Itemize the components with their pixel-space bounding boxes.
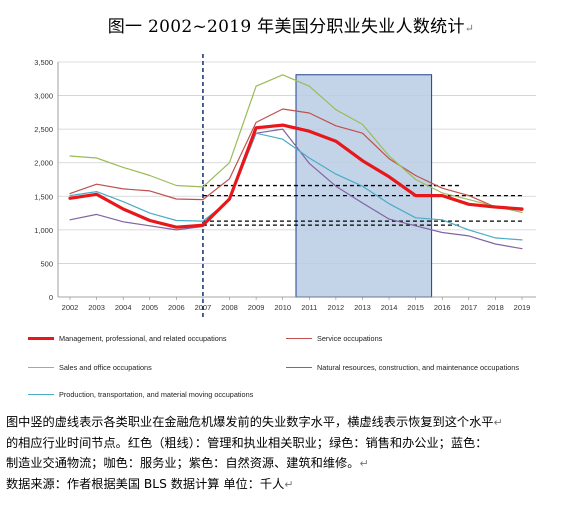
y-tick-label-1500: 1,500 xyxy=(34,192,53,201)
legend-item-service: Service occupations xyxy=(286,334,382,343)
legend-swatch-natural-resources xyxy=(286,367,312,368)
legend-item-natural-resources: Natural resources, construction, and mai… xyxy=(286,363,519,372)
legend-label-management: Management, professional, and related oc… xyxy=(59,334,227,343)
caption-text-3: 制造业交通物流；咖色：服务业；紫色：自然资源、建筑和维修。 xyxy=(6,456,360,470)
x-tick-label-2007: 2007 xyxy=(195,303,212,312)
y-tick-label-500: 500 xyxy=(40,259,53,268)
return-mark-icon: ↵ xyxy=(284,478,294,491)
caption-line-2: 的相应行业时间节点。红色（粗线）：管理和执业相关职业；绿色：销售和办公业；蓝色： xyxy=(6,436,488,450)
line-chart: 0 500 1,000 1,500 2,000 2,500 3,000 3,500 2002 20… xyxy=(34,54,536,319)
series-line-3 xyxy=(69,128,523,250)
x-tick-label-2013: 2013 xyxy=(354,303,371,312)
title-text: 图一 2002~2019 年美国分职业失业人数统计 xyxy=(107,17,465,37)
x-tick-label-2011: 2011 xyxy=(301,303,317,312)
legend-swatch-sales xyxy=(28,367,54,368)
legend-label-production: Production, transportation, and material… xyxy=(59,390,254,399)
x-tick-label-2018: 2018 xyxy=(487,303,504,312)
return-mark-icon: ↵ xyxy=(493,416,503,429)
return-mark-icon: ↵ xyxy=(359,457,369,470)
y-tick-label-3000: 3,000 xyxy=(34,92,53,101)
caption-line-1: 图中竖的虚线表示各类职业在金融危机爆发前的失业数字水平，横虚线表示恢复到这个水平… xyxy=(6,412,578,433)
x-tick-label-2008: 2008 xyxy=(221,303,238,312)
series-line-1 xyxy=(69,108,523,211)
series-layer xyxy=(68,74,524,250)
legend-swatch-production xyxy=(28,394,54,395)
x-tick-label-2009: 2009 xyxy=(248,303,265,312)
chart-legend: Management, professional, and related oc… xyxy=(28,322,554,404)
y-tick-label-2000: 2,000 xyxy=(34,159,53,168)
legend-label-service: Service occupations xyxy=(317,334,383,343)
x-tick-label-2015: 2015 xyxy=(407,303,424,312)
legend-item-production: Production, transportation, and material… xyxy=(28,390,253,399)
figure-caption: 图中竖的虚线表示各类职业在金融危机爆发前的失业数字水平，横虚线表示恢复到这个水平… xyxy=(6,412,578,495)
legend-item-sales: Sales and office occupations xyxy=(28,363,152,372)
y-tick-label-1000: 1,000 xyxy=(34,226,53,235)
reference-lines xyxy=(202,54,522,319)
series-line-0 xyxy=(68,123,524,229)
legend-label-natural-resources: Natural resources, construction, and mai… xyxy=(317,363,519,372)
caption-line-4: 数据来源：作者根据美国 BLS 数据计算 单位：千人↵ xyxy=(6,474,578,495)
x-tick-label-2017: 2017 xyxy=(460,303,477,312)
series-line-4 xyxy=(69,132,523,241)
series-line-2 xyxy=(69,74,523,213)
legend-swatch-management xyxy=(28,337,54,340)
x-tick-label-2016: 2016 xyxy=(434,303,451,312)
caption-text-4: 数据来源：作者根据美国 BLS 数据计算 单位：千人 xyxy=(6,477,285,491)
x-tick-label-2002: 2002 xyxy=(62,303,79,312)
x-tick-label-2006: 2006 xyxy=(168,303,185,312)
legend-label-sales: Sales and office occupations xyxy=(59,363,152,372)
x-tick-label-2019: 2019 xyxy=(514,303,531,312)
y-tick-label-3500: 3,500 xyxy=(34,58,53,67)
x-tick-label-2012: 2012 xyxy=(328,303,345,312)
caption-line-3: 制造业交通物流；咖色：服务业；紫色：自然资源、建筑和维修。↵ xyxy=(6,453,578,474)
axis-layer: 0 500 1,000 1,500 2,000 2,500 3,000 3,500 2002 20… xyxy=(34,58,536,312)
x-tick-label-2014: 2014 xyxy=(381,303,398,312)
y-tick-label-0: 0 xyxy=(49,293,53,302)
legend-item-management: Management, professional, and related oc… xyxy=(28,334,227,343)
legend-swatch-service xyxy=(286,338,312,339)
caption-text-1: 图中竖的虚线表示各类职业在金融危机爆发前的失业数字水平，横虚线表示恢复到这个水平 xyxy=(6,415,494,429)
x-tick-label-2005: 2005 xyxy=(141,303,158,312)
page-title: 图一 2002~2019 年美国分职业失业人数统计↵ xyxy=(0,12,582,37)
x-tick-label-2010: 2010 xyxy=(274,303,291,312)
x-tick-label-2003: 2003 xyxy=(88,303,105,312)
return-mark-icon: ↵ xyxy=(464,22,475,35)
y-tick-label-2500: 2,500 xyxy=(34,125,53,134)
x-tick-label-2004: 2004 xyxy=(115,303,132,312)
